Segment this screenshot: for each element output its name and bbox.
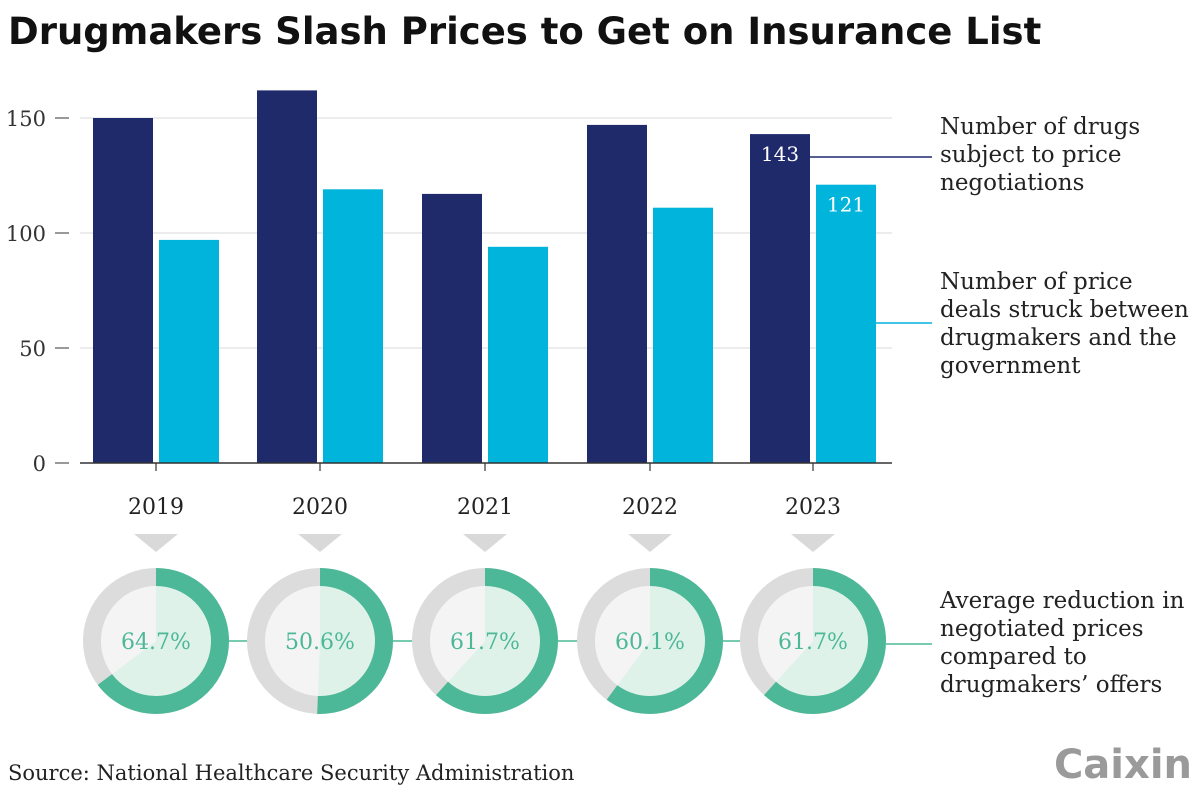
- x-tick-label: 2022: [622, 495, 678, 520]
- reduction-donut: 61.7%: [740, 568, 886, 714]
- x-tick-label: 2023: [785, 495, 841, 520]
- donut-arc: [577, 568, 723, 714]
- pointer-triangle: [134, 534, 178, 552]
- donut-fill-wedge: [112, 585, 211, 696]
- donut-arc: [740, 568, 886, 714]
- bar-deals: [653, 207, 713, 463]
- donut-fill-wedge: [317, 586, 375, 696]
- donut-arc: [412, 568, 558, 714]
- reduction-donut: 60.1%: [577, 568, 723, 714]
- legend-text-reduction: compared to: [940, 644, 1087, 670]
- data-label-deals-2023: 121: [827, 193, 865, 217]
- donut-label: 64.7%: [121, 630, 191, 655]
- y-tick-label: 0: [33, 452, 46, 476]
- bar-deals: [159, 239, 219, 463]
- chart-title: Drugmakers Slash Prices to Get on Insura…: [8, 10, 1041, 53]
- y-tick-label: 50: [19, 337, 46, 361]
- reduction-donut: 61.7%: [412, 568, 558, 714]
- legend-text-deals: Number of price: [940, 269, 1133, 295]
- legend-text-drugs: negotiations: [940, 170, 1084, 196]
- y-tick-label: 150: [6, 107, 46, 131]
- caixin-logo: Caixin: [1054, 742, 1192, 788]
- legend-text-reduction: drugmakers’ offers: [940, 672, 1162, 698]
- legend-text-drugs: subject to price: [940, 142, 1121, 168]
- legend-text-reduction: Average reduction in: [939, 588, 1185, 614]
- source-note: Source: National Healthcare Security Adm…: [8, 761, 574, 785]
- x-tick-label: 2020: [292, 495, 348, 520]
- legend-text-drugs: Number of drugs: [940, 114, 1140, 140]
- bars: 143 121: [93, 90, 876, 464]
- reduction-donut: 50.6%: [247, 568, 393, 714]
- donut-arc: [83, 568, 229, 714]
- legend-text-deals: deals struck between: [940, 297, 1189, 323]
- donut-label: 61.7%: [778, 630, 848, 655]
- legend-text-deals: government: [940, 353, 1081, 379]
- donut-fill-wedge: [617, 586, 705, 696]
- bar-drugs: [587, 124, 647, 464]
- bar-deals: [816, 184, 876, 463]
- pointer-triangle: [298, 534, 342, 552]
- pointer-triangle: [791, 534, 835, 552]
- data-label-drugs-2023: 143: [761, 142, 799, 166]
- y-tick-label: 100: [6, 222, 46, 246]
- donut-fill-wedge: [776, 586, 869, 696]
- bar-drugs: [422, 193, 482, 463]
- donut-label: 50.6%: [285, 630, 355, 655]
- bar-drugs: [750, 134, 810, 463]
- bar-deals: [488, 246, 548, 463]
- donut-label: 60.1%: [615, 630, 685, 655]
- bar-drugs: [257, 90, 317, 464]
- reduction-donuts: 64.7% 50.6% 61.7% 60.1% 61.7%: [83, 568, 886, 714]
- donut-fill-wedge: [448, 585, 541, 696]
- bar-drugs: [93, 118, 153, 463]
- donut-arc: [247, 568, 393, 714]
- legend-text-reduction: negotiated prices: [940, 616, 1144, 642]
- reduction-donut: 64.7%: [83, 568, 229, 714]
- x-tick-label: 2021: [457, 495, 513, 520]
- axes: 0 50 100 150 2019 2020 2021 2022 2023: [6, 107, 892, 552]
- donut-label: 61.7%: [450, 630, 520, 655]
- pointer-triangle: [463, 534, 507, 552]
- bar-deals: [323, 189, 383, 464]
- pointer-triangle: [628, 534, 672, 552]
- legend-text-deals: drugmakers and the: [940, 325, 1177, 351]
- x-tick-label: 2019: [128, 495, 184, 520]
